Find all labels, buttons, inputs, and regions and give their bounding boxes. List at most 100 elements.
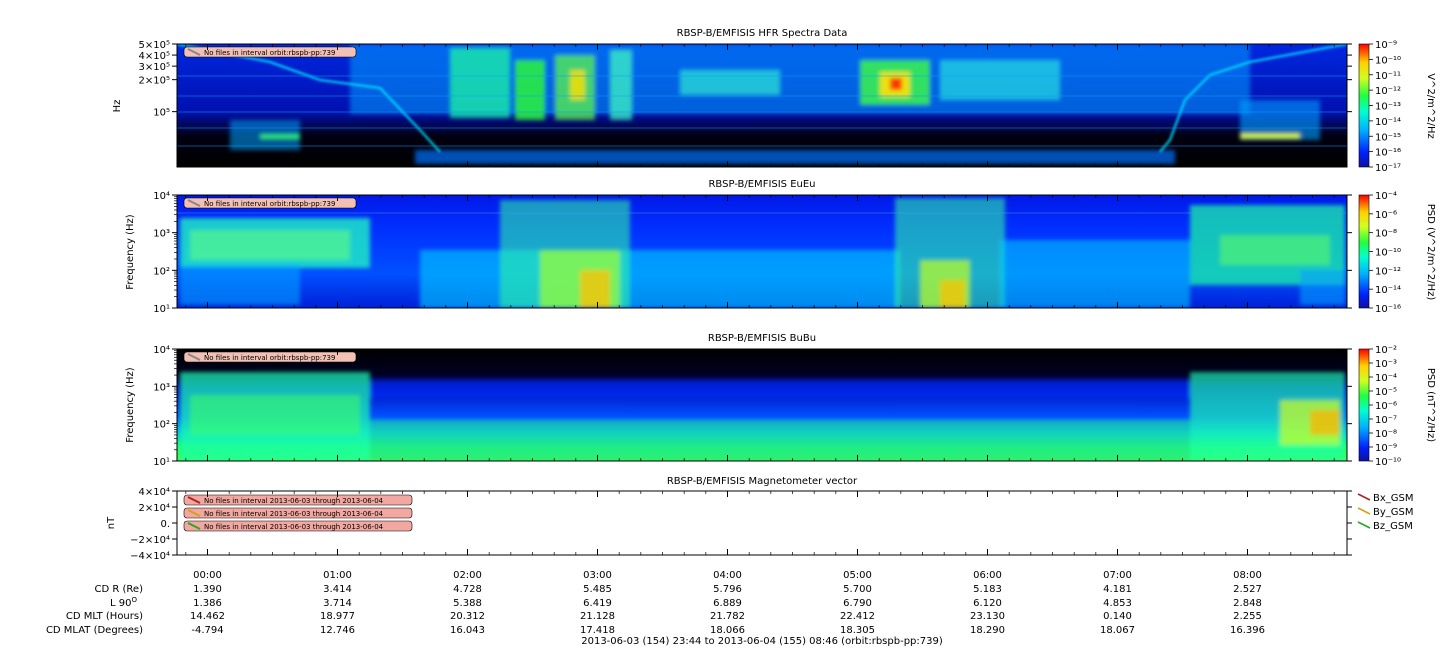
colorbar-tick-label: 10⁻⁴ bbox=[1375, 191, 1397, 202]
colorbar-label: V^2/m^2/Hz bbox=[1425, 73, 1436, 139]
ephemeris-table: CD R (Re) 1.390 3.414 4.728 5.485 5.796 5.700 5… bbox=[46, 584, 1265, 636]
legend-swatch bbox=[1357, 507, 1371, 515]
panel-hfr: RBSP-B/EMFISIS HFR Spectra Data bbox=[112, 28, 1436, 174]
y-tick-label: 4×10⁵ bbox=[139, 51, 170, 62]
panel-title: RBSP-B/EMFISIS Magnetometer vector bbox=[667, 476, 858, 487]
ephemeris-value: 4.181 bbox=[1103, 584, 1132, 595]
ephemeris-value: 16.043 bbox=[450, 625, 485, 636]
ephemeris-value: 2.527 bbox=[1233, 584, 1262, 595]
ephemeris-value: 21.782 bbox=[710, 611, 745, 622]
annotation-text: No files in interval 2013-06-03 through … bbox=[204, 523, 384, 531]
annotation-swatch bbox=[187, 496, 201, 504]
ephemeris-label: CD R (Re) bbox=[95, 584, 144, 595]
legend-swatch bbox=[1357, 521, 1371, 529]
ephemeris-value: 2.848 bbox=[1233, 598, 1262, 609]
legend-label: Bz_GSM bbox=[1373, 521, 1413, 532]
annotation-swatch bbox=[187, 509, 201, 517]
colorbar-tick-label: 10⁻¹⁴ bbox=[1375, 117, 1401, 128]
panel-title: RBSP-B/EMFISIS BuBu bbox=[708, 333, 816, 344]
colorbar-label: PSD (nT^2/Hz) bbox=[1425, 368, 1436, 442]
colorbar-tick-label: 10⁻⁷ bbox=[1375, 415, 1397, 426]
ephemeris-value: 5.485 bbox=[583, 584, 612, 595]
ephemeris-value: 5.183 bbox=[973, 584, 1002, 595]
colorbar-tick-label: 10⁻¹⁰ bbox=[1375, 457, 1401, 468]
ephemeris-value: 3.414 bbox=[323, 584, 352, 595]
y-tick-label: 10¹ bbox=[153, 457, 170, 468]
ephemeris-value: 12.746 bbox=[320, 625, 355, 636]
ephemeris-value: 1.386 bbox=[193, 598, 222, 609]
annotation-text: No files in interval 2013-06-03 through … bbox=[204, 510, 384, 518]
annotation-box: No files in interval orbit:rbspb-pp:739 bbox=[183, 46, 357, 58]
annotation-swatch bbox=[187, 522, 201, 530]
y-tick-label: 4×10⁴ bbox=[139, 487, 170, 498]
ephemeris-value: 18.067 bbox=[1100, 625, 1135, 636]
ephemeris-value: 18.290 bbox=[970, 625, 1005, 636]
ephemeris-value: 20.312 bbox=[450, 611, 485, 622]
annotation-text: No files in interval orbit:rbspb-pp:739 bbox=[204, 354, 335, 362]
y-axis-bubu: 10⁴ 10³ 10² 10¹ bbox=[153, 345, 1352, 468]
y-axis-eueu: 10⁴ 10³ 10² 10¹ bbox=[153, 191, 1352, 315]
ephemeris-label: L 90O bbox=[110, 596, 137, 609]
y-tick-label: −4×10⁴ bbox=[130, 551, 170, 562]
colorbar-ticks: 10⁻² 10⁻³ 10⁻⁴ 10⁻⁵ 10⁻⁶ 10⁻⁷ 10⁻⁸ 10⁻⁹ 10⁻¹⁰ bbox=[1369, 345, 1401, 468]
ephemeris-value: 5.796 bbox=[713, 584, 742, 595]
colorbar-tick-label: 10⁻⁸ bbox=[1375, 229, 1397, 240]
x-ticks: 00:00 01:00 02:00 03:00 04:00 05:00 06:00 07:00… bbox=[185, 44, 1335, 581]
spectrogram-hfr bbox=[177, 44, 1347, 167]
y-tick-label: 10³ bbox=[153, 229, 170, 240]
ephemeris-label: CD MLT (Hours) bbox=[66, 611, 143, 622]
y-tick-label: 2×10⁵ bbox=[139, 76, 170, 87]
annotation-box bbox=[183, 494, 413, 506]
x-tick-label: 02:00 bbox=[453, 570, 482, 581]
colorbar-tick-label: 10⁻¹¹ bbox=[1375, 71, 1401, 82]
y-tick-label: 10⁴ bbox=[153, 191, 170, 202]
y-axis-label: Hz bbox=[112, 100, 123, 113]
ephemeris-value: 18.066 bbox=[710, 625, 745, 636]
colorbar-tick-label: 10⁻¹⁷ bbox=[1375, 163, 1401, 174]
ephemeris-value: 6.419 bbox=[583, 598, 612, 609]
ephemeris-value: 6.790 bbox=[843, 598, 872, 609]
annotation-box bbox=[183, 520, 413, 532]
colorbar-tick-label: 10⁻⁴ bbox=[1375, 373, 1397, 384]
y-tick-label: 10² bbox=[153, 266, 170, 277]
ephemeris-value: 5.700 bbox=[843, 584, 872, 595]
annotation-boxes: No files in interval 2013-06-03 through … bbox=[183, 494, 413, 532]
colorbar-tick-label: 10⁻¹⁰ bbox=[1375, 248, 1401, 259]
y-tick-label: 10⁴ bbox=[153, 345, 170, 356]
annotation-text: No files in interval 2013-06-03 through … bbox=[204, 497, 384, 505]
ephemeris-value: 4.853 bbox=[1103, 598, 1132, 609]
colorbar-tick-label: 10⁻⁶ bbox=[1375, 401, 1397, 412]
colorbar-tick-label: 10⁻³ bbox=[1375, 359, 1397, 370]
y-tick-label: 2×10⁴ bbox=[139, 503, 170, 514]
y-tick-label: 10¹ bbox=[153, 304, 170, 315]
x-tick-label: 04:00 bbox=[713, 570, 742, 581]
annotation-box: No files in interval orbit:rbspb-pp:739 bbox=[183, 197, 357, 209]
colorbar-tick-label: 10⁻¹⁶ bbox=[1375, 304, 1401, 315]
colorbar-tick-label: 10⁻¹² bbox=[1375, 266, 1401, 277]
ephemeris-value: 4.728 bbox=[453, 584, 482, 595]
colorbar-ticks: 10⁻⁴ 10⁻⁶ 10⁻⁸ 10⁻¹⁰ 10⁻¹² 10⁻¹⁴ 10⁻¹⁶ bbox=[1369, 191, 1401, 315]
x-tick-label: 05:00 bbox=[843, 570, 872, 581]
y-axis-label: Frequency (Hz) bbox=[125, 214, 136, 290]
y-tick-label: 10⁵ bbox=[153, 108, 170, 119]
ephemeris-value: 6.889 bbox=[713, 598, 742, 609]
y-tick-label: 3×10⁵ bbox=[139, 62, 170, 73]
colorbar-tick-label: 10⁻⁶ bbox=[1375, 210, 1397, 221]
ephemeris-value: 14.462 bbox=[190, 611, 225, 622]
x-tick-label: 03:00 bbox=[583, 570, 612, 581]
x-tick-label: 06:00 bbox=[973, 570, 1002, 581]
panel-magnetometer: RBSP-B/EMFISIS Magnetometer vector No fi… bbox=[106, 476, 1414, 562]
y-tick-label: 10² bbox=[153, 420, 170, 431]
ephemeris-value: 2.255 bbox=[1233, 611, 1262, 622]
legend-label: Bx_GSM bbox=[1373, 493, 1414, 504]
colorbar-ticks: 10⁻⁹ 10⁻¹⁰ 10⁻¹¹ 10⁻¹² 10⁻¹³ 10⁻¹⁴ 10⁻¹⁵ 10⁻¹⁶ 1… bbox=[1369, 40, 1401, 174]
y-axis-label: Frequency (Hz) bbox=[125, 367, 136, 443]
ephemeris-value: 22.412 bbox=[840, 611, 875, 622]
annotation-box bbox=[183, 507, 413, 519]
ephemeris-value: 16.396 bbox=[1230, 625, 1265, 636]
annotation-box: No files in interval orbit:rbspb-pp:739 bbox=[183, 351, 357, 363]
y-tick-label: 5×10⁵ bbox=[139, 40, 170, 51]
time-range-label: 2013-06-03 (154) 23:44 to 2013-06-04 (15… bbox=[581, 636, 943, 647]
colorbar-tick-label: 10⁻⁵ bbox=[1375, 387, 1397, 398]
